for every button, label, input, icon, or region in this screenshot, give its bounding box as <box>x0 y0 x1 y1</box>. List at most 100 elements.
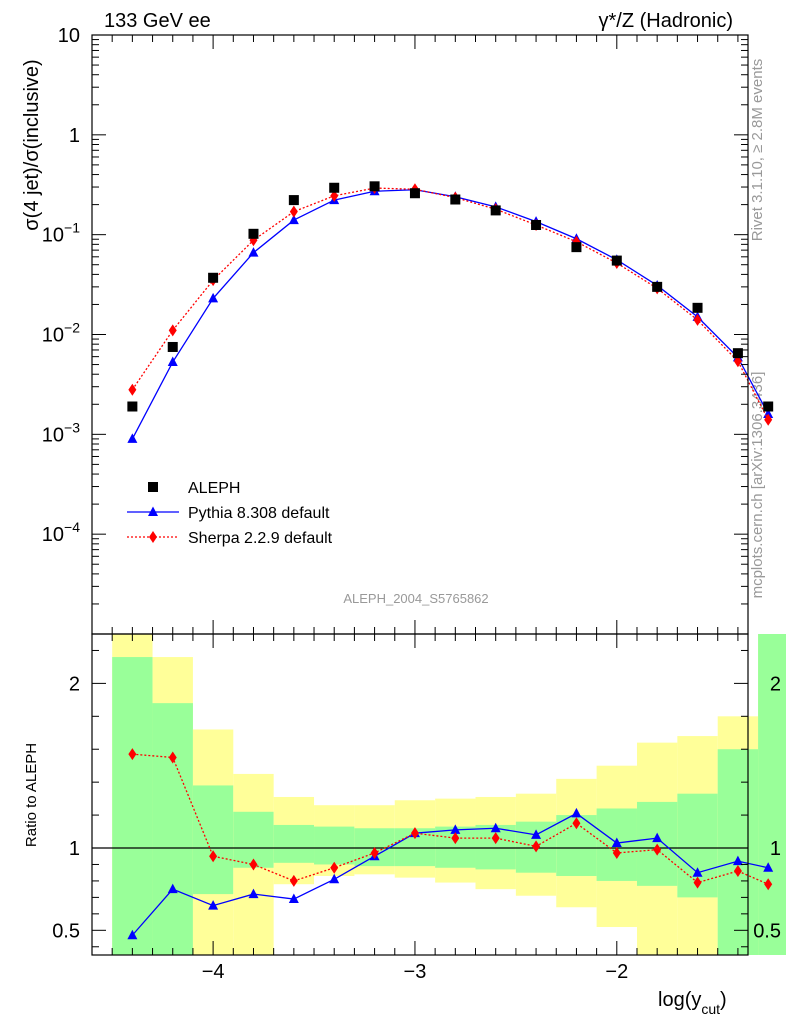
sherpa-ratio-point <box>168 751 177 764</box>
pythia-ratio-point <box>127 929 138 940</box>
pythia-ratio-point <box>450 824 461 834</box>
top-y-tick-label-base: 1 <box>69 125 80 147</box>
bottom-y-tick-label-right: 2 <box>770 673 781 695</box>
pythia-top-point <box>127 433 138 443</box>
pythia-top-line <box>131 189 769 440</box>
aleph-top-point <box>611 255 622 266</box>
pythia-top-point <box>208 292 219 303</box>
analysis-id-label: ALEPH_2004_S5765862 <box>343 591 488 606</box>
top-y-tick-label-base: 10 <box>58 25 80 47</box>
aleph-top-point <box>409 188 420 199</box>
pythia-top-point <box>248 247 259 257</box>
sherpa-ratio-point <box>572 817 581 830</box>
band-clip <box>92 632 748 634</box>
top-y-tick-label-exp: −2 <box>64 320 80 336</box>
band-inner <box>273 824 315 863</box>
sherpa-top-line <box>131 187 769 421</box>
band-inner <box>233 811 274 868</box>
x-axis-title-main: log(y <box>658 989 701 1011</box>
aleph-top-point <box>450 194 461 205</box>
pythia-ratio-point <box>732 855 743 866</box>
mcplots-label: mcplots.cern.ch [arXiv:1306.3436] <box>749 372 766 599</box>
band-inner <box>192 785 234 895</box>
aleph-top-point <box>208 272 219 283</box>
pythia-top-point <box>167 356 178 367</box>
bottom-y-tick-label-left: 2 <box>69 673 80 695</box>
aleph-top-point <box>127 401 138 412</box>
pythia-ratio-point <box>490 822 501 833</box>
bottom-y-tick-label-left: 0.5 <box>52 920 80 942</box>
sherpa-top-point <box>330 189 339 202</box>
top-y-tick-label: 10−4 <box>42 519 80 546</box>
band-inner <box>112 657 153 955</box>
pythia-ratio-point <box>611 837 622 848</box>
aleph-top-point <box>288 195 299 206</box>
sherpa-ratio-point <box>693 876 702 889</box>
process-label: γ*/Z (Hadronic) <box>599 10 733 32</box>
legend-marker <box>148 506 158 516</box>
aleph-top-point <box>652 281 663 292</box>
sherpa-ratio-point <box>330 861 339 874</box>
aleph-top-point <box>571 242 582 253</box>
aleph-top-point <box>167 341 178 352</box>
bottom-y-tick-label-left: 1 <box>69 838 80 860</box>
x-tick-label: −2 <box>605 961 628 983</box>
sherpa-ratio-point <box>733 865 742 878</box>
sherpa-top-point <box>168 324 177 337</box>
sherpa-top-point <box>764 413 773 426</box>
bottom-panel-frame <box>91 633 749 956</box>
sherpa-top-point <box>128 383 137 396</box>
band-inner <box>152 703 193 955</box>
top-y-tick-label-exp: −1 <box>64 220 80 236</box>
bottom-y-axis-title: Ratio to ALEPH <box>23 743 40 847</box>
sherpa-ratio-point <box>370 846 379 859</box>
top-y-tick-label: 10−1 <box>42 220 80 247</box>
pythia-ratio-point <box>763 862 774 872</box>
sherpa-top-point <box>693 313 702 326</box>
top-y-tick-label-exp: −3 <box>64 419 80 435</box>
top-y-tick-label: 10 <box>58 25 80 47</box>
sherpa-ratio-point <box>209 850 218 863</box>
top-y-tick-label-base: 10 <box>42 524 64 546</box>
top-y-tick-label-base: 10 <box>42 225 64 247</box>
energy-label: 133 GeV ee <box>104 10 211 32</box>
legend-marker <box>148 482 158 492</box>
band-inner <box>758 634 786 955</box>
aleph-top-point <box>369 181 380 192</box>
top-y-tick-label-base: 10 <box>42 325 64 347</box>
aleph-top-point <box>248 228 259 239</box>
aleph-top-point <box>732 348 743 359</box>
top-y-tick-label: 10−2 <box>42 320 80 347</box>
top-y-tick-label: 10−3 <box>42 419 80 446</box>
sherpa-top-point <box>289 205 298 218</box>
bottom-y-tick-label-right: 1 <box>770 838 781 860</box>
top-y-tick-label-base: 10 <box>42 424 64 446</box>
legend-label: Sherpa 2.2.9 default <box>188 530 333 547</box>
sherpa-ratio-point <box>612 846 621 859</box>
sherpa-ratio-point <box>289 874 298 887</box>
pythia-ratio-point <box>531 829 542 839</box>
sherpa-ratio-point <box>491 832 500 845</box>
aleph-top-point <box>531 219 542 230</box>
bottom-y-tick-label-right: 0.5 <box>753 920 781 942</box>
sherpa-ratio-point <box>249 858 258 871</box>
legend-label: ALEPH <box>188 480 240 497</box>
sherpa-ratio-point <box>451 832 460 845</box>
pythia-ratio-point <box>248 888 259 899</box>
sherpa-ratio-point <box>653 843 662 856</box>
sherpa-ratio-point <box>532 840 541 853</box>
x-tick-label: −4 <box>202 961 225 983</box>
rivet-label: Rivet 3.1.10, ≥ 2.8M events <box>749 59 766 242</box>
x-axis-title-close: ) <box>720 989 727 1011</box>
top-y-tick-label: 1 <box>69 125 80 147</box>
pythia-top-point <box>288 214 299 225</box>
legend-label: Pythia 8.308 default <box>188 505 330 522</box>
pythia-ratio-point <box>208 900 219 910</box>
band-inner <box>314 826 355 865</box>
top-y-axis-title: σ(4 jet)/σ(inclusive) <box>21 59 43 230</box>
pythia-ratio-point <box>167 883 178 894</box>
sherpa-ratio-point <box>410 827 419 840</box>
pythia-ratio-point <box>692 867 703 877</box>
legend-marker <box>149 531 157 543</box>
